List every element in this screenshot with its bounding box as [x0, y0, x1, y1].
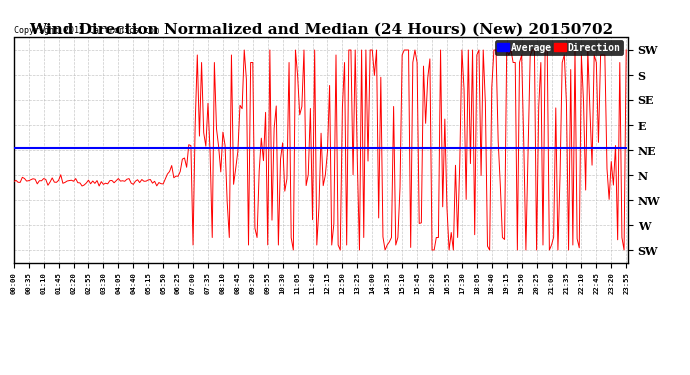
Text: Copyright 2015 Cartronics.com: Copyright 2015 Cartronics.com [14, 26, 159, 35]
Title: Wind Direction Normalized and Median (24 Hours) (New) 20150702: Wind Direction Normalized and Median (24… [29, 22, 613, 36]
Legend: Average, Direction: Average, Direction [495, 40, 623, 55]
